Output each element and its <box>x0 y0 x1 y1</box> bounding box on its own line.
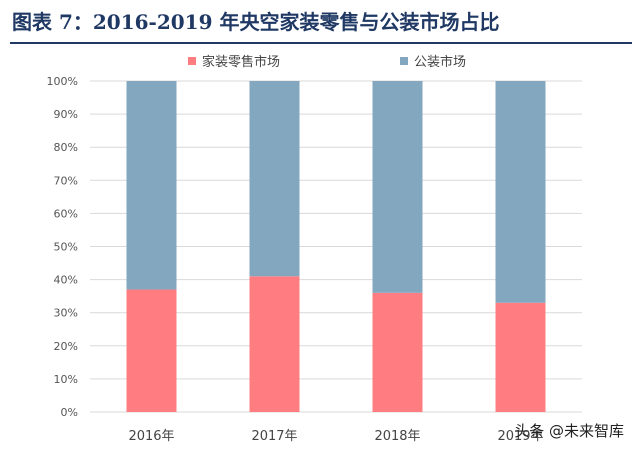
legend-swatch-retail <box>188 56 196 65</box>
y-tick-label: 40% <box>54 274 78 287</box>
legend-swatch-public <box>400 56 408 65</box>
chart-title: 图表 7：2016-2019 年央空家装零售与公装市场占比 <box>12 10 500 34</box>
y-tick-label: 20% <box>54 340 78 353</box>
bar-segment-retail <box>372 292 423 412</box>
x-tick-label: 2017年 <box>251 429 297 444</box>
x-tick-label: 2019年 <box>497 429 543 444</box>
y-tick-label: 80% <box>54 141 78 154</box>
bar-segment-public <box>249 81 300 277</box>
bar-segment-public <box>372 81 423 293</box>
bar-segment-retail <box>126 289 177 412</box>
y-tick-label: 70% <box>54 174 78 187</box>
y-tick-label: 60% <box>54 207 78 220</box>
legend-label-retail: 家装零售市场 <box>202 55 281 70</box>
x-tick-label: 2016年 <box>128 429 174 444</box>
bar-segment-retail <box>495 302 546 412</box>
legend-label-public: 公装市场 <box>414 55 467 70</box>
title-divider <box>10 42 632 44</box>
y-tick-label: 10% <box>54 373 78 386</box>
bar-segment-public <box>126 81 177 290</box>
y-tick-label: 30% <box>54 307 78 320</box>
y-tick-label: 90% <box>54 108 78 121</box>
y-tick-label: 100% <box>47 75 78 88</box>
bar-segment-public <box>495 81 546 303</box>
y-tick-label: 50% <box>54 241 78 254</box>
watermark: 头条 @未来智库 <box>514 422 624 440</box>
bar-segment-retail <box>249 276 300 412</box>
legend-item-retail: 家装零售市场 <box>188 51 280 70</box>
legend-item-public: 公装市场 <box>400 51 466 70</box>
x-tick-label: 2018年 <box>374 429 420 444</box>
y-tick-label: 0% <box>61 406 78 419</box>
